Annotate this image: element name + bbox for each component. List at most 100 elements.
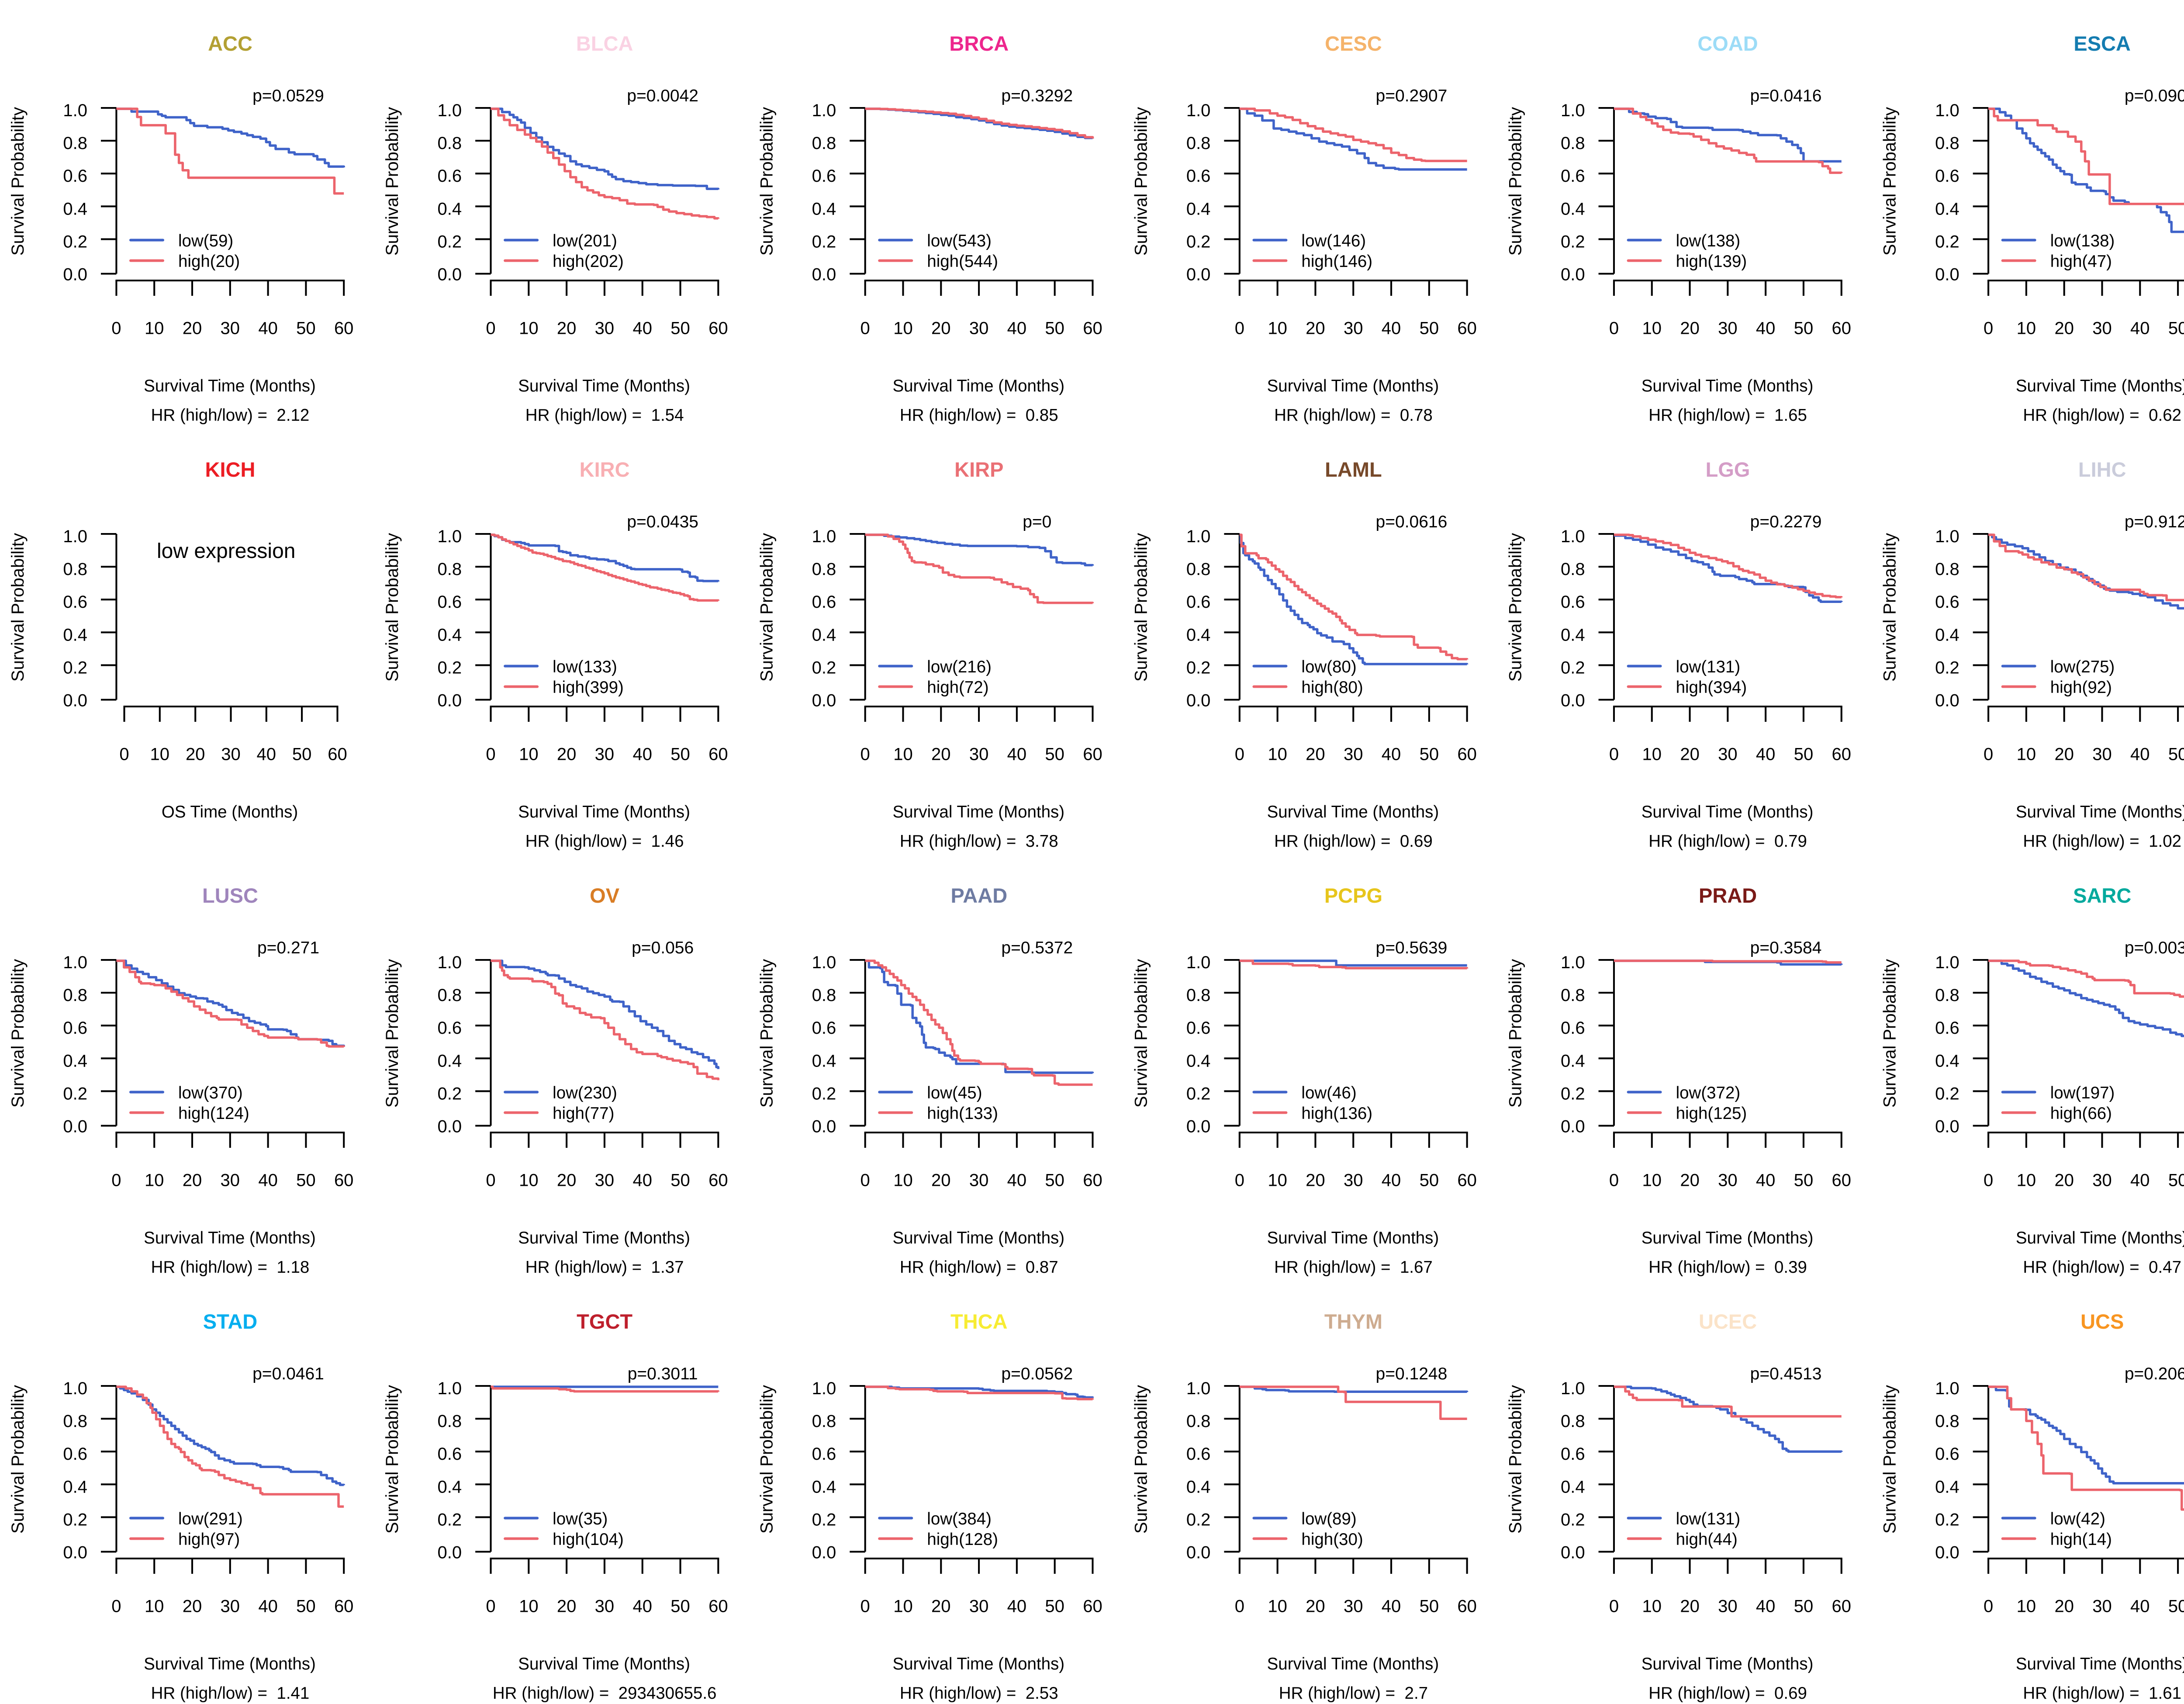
svg-text:0.6: 0.6 <box>438 1444 462 1464</box>
svg-text:0.6: 0.6 <box>1186 166 1211 186</box>
svg-text:high(125): high(125) <box>1676 1104 1747 1123</box>
svg-text:60: 60 <box>1083 1597 1102 1616</box>
svg-text:BLCA: BLCA <box>576 32 633 55</box>
svg-text:high(66): high(66) <box>2050 1104 2112 1123</box>
svg-text:p=0.5372: p=0.5372 <box>1001 939 1073 957</box>
svg-text:20: 20 <box>931 745 951 764</box>
svg-text:Survival Time (Months): Survival Time (Months) <box>1267 1229 1439 1247</box>
svg-text:0.0: 0.0 <box>63 1543 87 1562</box>
svg-text:p=0.0435: p=0.0435 <box>627 513 698 531</box>
svg-text:0.2: 0.2 <box>1186 232 1211 251</box>
svg-text:OS Time (Months): OS Time (Months) <box>162 803 298 821</box>
svg-text:high(14): high(14) <box>2050 1530 2112 1549</box>
svg-text:60: 60 <box>334 1171 354 1190</box>
svg-text:20: 20 <box>186 745 205 764</box>
svg-text:30: 30 <box>595 1171 615 1190</box>
svg-text:0.0: 0.0 <box>1186 1117 1211 1136</box>
svg-text:10: 10 <box>2017 319 2036 338</box>
svg-text:0.8: 0.8 <box>438 986 462 1005</box>
svg-text:p=0.0529: p=0.0529 <box>252 87 324 105</box>
svg-text:40: 40 <box>258 1171 278 1190</box>
svg-text:low(46): low(46) <box>1301 1084 1356 1102</box>
svg-text:0: 0 <box>486 1171 495 1190</box>
svg-text:p=0.3292: p=0.3292 <box>1001 87 1073 105</box>
svg-text:1.0: 1.0 <box>1186 527 1211 546</box>
svg-text:0.0: 0.0 <box>1186 691 1211 710</box>
svg-text:10: 10 <box>2017 745 2036 764</box>
svg-text:TGCT: TGCT <box>577 1310 632 1333</box>
svg-text:0: 0 <box>486 745 495 764</box>
svg-text:high(104): high(104) <box>553 1530 624 1549</box>
svg-text:low(42): low(42) <box>2050 1510 2105 1528</box>
svg-text:0.8: 0.8 <box>63 134 87 153</box>
svg-text:30: 30 <box>2092 1171 2112 1190</box>
svg-text:p=0.0901: p=0.0901 <box>2125 87 2184 105</box>
svg-text:0.0: 0.0 <box>1561 1543 1585 1562</box>
svg-text:0: 0 <box>1609 1171 1619 1190</box>
svg-text:50: 50 <box>2168 745 2184 764</box>
svg-text:30: 30 <box>1718 319 1738 338</box>
svg-text:10: 10 <box>893 1171 913 1190</box>
svg-text:HR (high/low) = 0.78: HR (high/low) = 0.78 <box>1274 406 1433 425</box>
svg-text:Survival Time (Months): Survival Time (Months) <box>2016 1655 2184 1673</box>
svg-text:0.8: 0.8 <box>438 560 462 579</box>
svg-text:50: 50 <box>2168 1171 2184 1190</box>
svg-text:HR (high/low) = 0.39: HR (high/low) = 0.39 <box>1648 1258 1807 1277</box>
svg-text:low(131): low(131) <box>1676 1510 1741 1528</box>
svg-text:0.0: 0.0 <box>63 691 87 710</box>
svg-text:0: 0 <box>119 745 129 764</box>
svg-text:high(124): high(124) <box>178 1104 249 1123</box>
svg-text:50: 50 <box>670 1597 690 1616</box>
svg-text:1.0: 1.0 <box>1561 101 1585 120</box>
svg-text:0.8: 0.8 <box>63 1412 87 1431</box>
svg-text:SARC: SARC <box>2073 884 2131 907</box>
svg-text:30: 30 <box>2092 1597 2112 1616</box>
svg-text:0.8: 0.8 <box>1935 986 1959 1005</box>
svg-text:PAAD: PAAD <box>950 884 1007 907</box>
svg-text:60: 60 <box>1457 1597 1477 1616</box>
svg-text:50: 50 <box>1045 319 1064 338</box>
svg-text:CESC: CESC <box>1325 32 1382 55</box>
svg-text:0.2: 0.2 <box>1935 1084 1959 1103</box>
svg-text:1.0: 1.0 <box>1561 953 1585 972</box>
svg-text:0.6: 0.6 <box>812 1444 836 1464</box>
svg-text:20: 20 <box>1306 1171 1325 1190</box>
svg-text:HR (high/low) = 1.37: HR (high/low) = 1.37 <box>525 1258 684 1277</box>
svg-text:p=0.271: p=0.271 <box>257 939 319 957</box>
svg-text:60: 60 <box>1083 319 1102 338</box>
svg-text:0.0: 0.0 <box>1935 1117 1959 1136</box>
svg-text:0.8: 0.8 <box>1186 134 1211 153</box>
svg-text:30: 30 <box>595 745 615 764</box>
svg-text:10: 10 <box>1268 1597 1287 1616</box>
svg-text:1.0: 1.0 <box>1186 953 1211 972</box>
svg-text:0.8: 0.8 <box>63 986 87 1005</box>
svg-text:0.8: 0.8 <box>812 560 836 579</box>
svg-text:HR (high/low) = 1.18: HR (high/low) = 1.18 <box>151 1258 310 1277</box>
svg-text:40: 40 <box>632 319 652 338</box>
svg-text:1.0: 1.0 <box>1935 1379 1959 1398</box>
svg-text:low(146): low(146) <box>1301 232 1366 250</box>
svg-text:low(372): low(372) <box>1676 1084 1741 1102</box>
svg-text:0.6: 0.6 <box>63 1444 87 1464</box>
svg-text:50: 50 <box>296 1597 316 1616</box>
svg-text:50: 50 <box>1420 319 1439 338</box>
svg-text:50: 50 <box>292 745 312 764</box>
svg-text:1.0: 1.0 <box>63 1379 87 1398</box>
svg-text:60: 60 <box>1457 319 1477 338</box>
svg-text:HR (high/low) = 0.79: HR (high/low) = 0.79 <box>1648 832 1807 851</box>
svg-text:LAML: LAML <box>1325 458 1382 481</box>
svg-text:0.4: 0.4 <box>63 199 87 218</box>
svg-text:50: 50 <box>1794 319 1814 338</box>
svg-text:10: 10 <box>1268 319 1287 338</box>
svg-text:Survival Time (Months): Survival Time (Months) <box>1641 377 1814 395</box>
svg-text:10: 10 <box>519 1597 539 1616</box>
svg-text:0.0: 0.0 <box>1561 265 1585 284</box>
svg-text:Survival Time (Months): Survival Time (Months) <box>1267 803 1439 821</box>
svg-text:BRCA: BRCA <box>949 32 1009 55</box>
svg-text:0.4: 0.4 <box>812 1051 836 1070</box>
svg-text:HR (high/low) = 2.53: HR (high/low) = 2.53 <box>900 1684 1058 1703</box>
svg-text:0.4: 0.4 <box>1561 625 1585 644</box>
svg-text:40: 40 <box>1756 745 1776 764</box>
svg-text:0.2: 0.2 <box>812 1084 836 1103</box>
svg-text:0: 0 <box>111 319 121 338</box>
